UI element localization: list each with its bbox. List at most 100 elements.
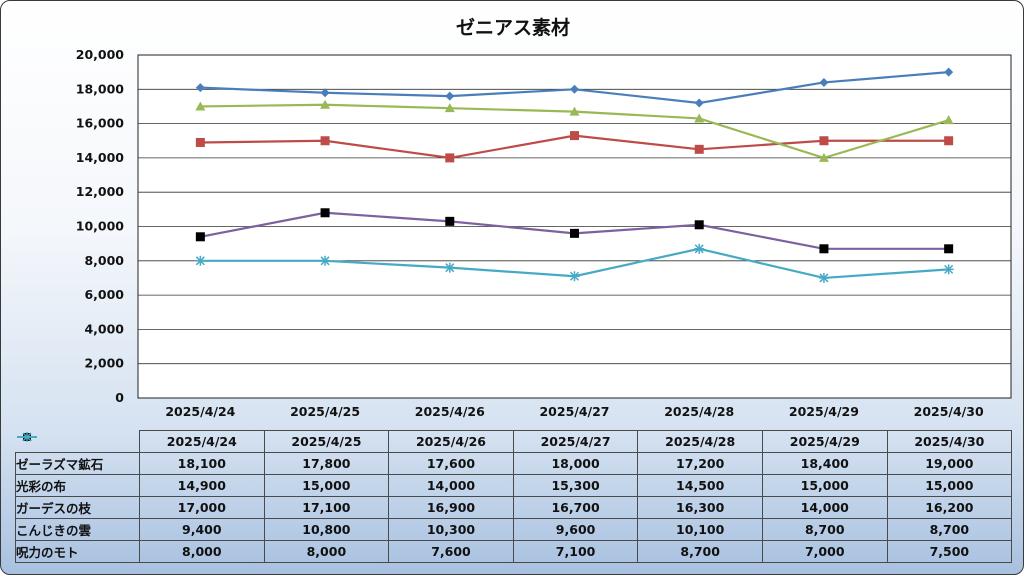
y-tick-label: 18,000 (76, 81, 125, 96)
value-cell: 18,000 (512, 452, 639, 475)
series-name-cell: ゼーラズマ鉱石 (15, 432, 140, 475)
value-cell: 18,400 (761, 452, 888, 475)
value-cell: 19,000 (886, 452, 1013, 475)
table-header-cell: 2025/4/29 (761, 430, 888, 453)
value-cell: 16,300 (637, 496, 763, 519)
value-cell: 10,800 (263, 518, 390, 541)
value-cell: 14,900 (139, 474, 265, 497)
table-header-cell: 2025/4/30 (886, 430, 1013, 453)
y-tick-label: 2,000 (84, 356, 124, 371)
data-point (819, 77, 829, 87)
value-cell: 17,600 (388, 452, 514, 475)
x-tick-label: 2025/4/24 (165, 404, 235, 419)
value-cell: 17,000 (139, 496, 265, 519)
table-row: ゼーラズマ鉱石 18,100 17,800 17,600 18,000 17,200 18,… (15, 432, 1013, 475)
value-cell: 17,100 (263, 496, 390, 519)
data-point (569, 106, 580, 116)
table-row: 光彩の布 14,900 15,000 14,000 15,300 14,500 15,000… (15, 432, 1013, 497)
value-cell: 10,300 (388, 518, 514, 541)
data-point (195, 137, 205, 147)
table-header-cell: 2025/4/26 (388, 430, 514, 453)
value-cell: 9,600 (512, 518, 639, 541)
table-header-cell: 2025/4/28 (637, 430, 763, 453)
series-name: ガーデスの枝 (16, 501, 92, 516)
data-point (694, 113, 705, 123)
value-cell: 7,600 (388, 540, 514, 563)
data-point (819, 136, 829, 146)
value-cell: 8,000 (263, 540, 390, 563)
value-cell: 9,400 (139, 518, 265, 541)
data-point (944, 136, 954, 146)
data-point (943, 115, 954, 125)
series-name-cell: こんじきの雲 (15, 432, 140, 541)
data-point (195, 101, 206, 111)
x-tick-label: 2025/4/28 (664, 404, 734, 419)
data-point (320, 99, 331, 109)
data-point (570, 84, 579, 94)
data-point (819, 244, 829, 254)
y-tick-label: 0 (115, 390, 124, 405)
x-tick-label: 2025/4/25 (290, 404, 360, 419)
y-tick-label: 12,000 (76, 184, 125, 199)
data-point (944, 244, 954, 254)
value-cell: 16,900 (388, 496, 514, 519)
series-name-cell: ガーデスの枝 (15, 431, 140, 519)
table-row: ガーデスの枝 17,000 17,100 16,900 16,700 16,300 14,0… (15, 431, 1013, 519)
data-point (445, 91, 455, 101)
table-header-cell: 2025/4/25 (263, 430, 390, 453)
data-point (320, 255, 331, 266)
value-cell: 8,000 (139, 540, 265, 563)
value-cell: 10,100 (637, 518, 763, 541)
value-cell: 16,200 (886, 496, 1013, 519)
y-tick-label: 10,000 (76, 219, 125, 234)
value-cell: 8,700 (761, 518, 888, 541)
data-point (445, 216, 455, 226)
data-point (195, 255, 206, 266)
y-tick-label: 8,000 (84, 253, 124, 268)
value-cell: 8,700 (886, 518, 1013, 541)
value-cell: 14,000 (761, 496, 888, 519)
value-cell: 18,100 (139, 452, 265, 475)
value-cell: 15,000 (886, 474, 1013, 497)
table-corner (15, 430, 140, 453)
data-point (818, 152, 829, 162)
x-tick-label: 2025/4/27 (539, 404, 609, 419)
y-tick-label: 20,000 (76, 47, 125, 62)
data-point (444, 262, 455, 273)
legend-key-icon (16, 431, 37, 442)
value-cell: 15,300 (512, 474, 639, 497)
value-cell: 15,000 (761, 474, 888, 497)
series-name-cell: 呪力のモト (15, 431, 140, 563)
y-tick-label: 14,000 (76, 150, 125, 165)
data-point (943, 264, 954, 275)
table-header-cell: 2025/4/27 (512, 430, 639, 453)
chart-title: ゼニアス素材 (455, 17, 570, 39)
data-point (195, 83, 205, 93)
table-header-row: 2025/4/24 2025/4/25 2025/4/26 2025/4/27 2025… (15, 430, 1013, 453)
data-point (818, 272, 829, 283)
value-cell: 15,000 (263, 474, 390, 497)
value-cell: 14,000 (388, 474, 514, 497)
data-point (694, 243, 705, 254)
data-point (444, 103, 455, 113)
value-cell: 8,700 (637, 540, 763, 563)
series-name: ゼーラズマ鉱石 (16, 457, 104, 472)
data-point (944, 67, 954, 77)
data-point (694, 98, 704, 108)
data-point (694, 220, 704, 230)
table-header-cell: 2025/4/24 (139, 430, 265, 453)
series-name: こんじきの雲 (16, 523, 92, 538)
x-tick-label: 2025/4/29 (789, 404, 859, 419)
y-tick-label: 16,000 (76, 116, 125, 131)
series-name-cell: 光彩の布 (15, 432, 140, 497)
value-cell: 16,700 (512, 496, 639, 519)
data-point (445, 153, 455, 163)
value-cell: 7,500 (886, 540, 1013, 563)
data-point (570, 131, 579, 141)
series-name: 光彩の布 (16, 479, 67, 494)
value-cell: 17,200 (637, 452, 763, 475)
x-tick-label: 2025/4/30 (914, 404, 984, 419)
y-tick-label: 6,000 (84, 287, 124, 302)
